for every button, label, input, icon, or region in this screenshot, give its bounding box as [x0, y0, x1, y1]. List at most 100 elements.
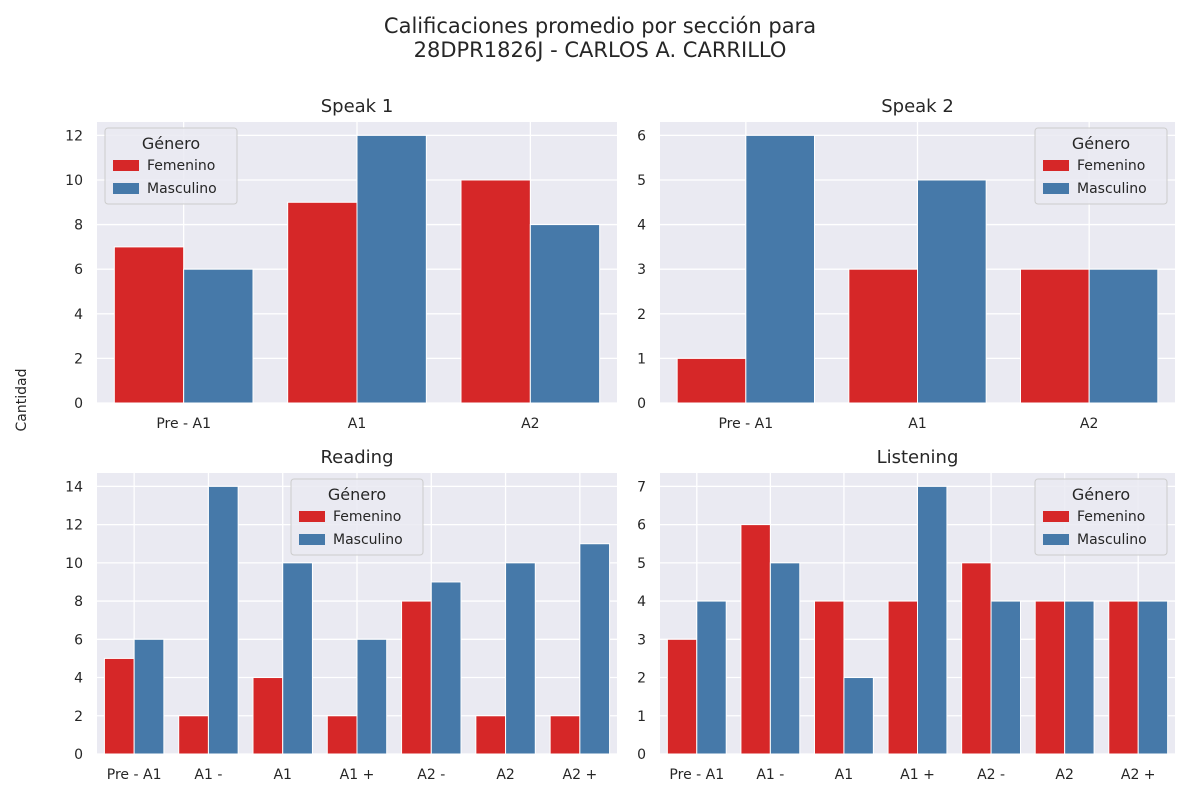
bar-masculino-a1	[282, 562, 313, 755]
bar-femenino-a1	[740, 524, 771, 755]
bar-masculino-a1	[356, 638, 388, 755]
bar-masculino-a1	[356, 134, 427, 404]
x-tick-label: Pre - A1	[156, 416, 211, 432]
legend-label-femenino: Femenino	[1077, 158, 1145, 174]
legend-swatch-masculino	[113, 183, 139, 194]
legend: Género Femenino Masculino	[290, 478, 424, 556]
bar-femenino-a1	[887, 600, 918, 755]
bar-masculino-a1	[917, 179, 987, 404]
x-tick-label: A2	[1055, 767, 1073, 783]
legend-swatch-masculino	[299, 534, 325, 545]
y-tick-label: 6	[637, 128, 646, 144]
y-tick-label: 0	[74, 396, 83, 412]
panel-title: Reading	[320, 447, 393, 468]
bar-femenino-pre-a1	[676, 357, 747, 404]
legend: Género Femenino Masculino	[104, 127, 238, 205]
y-tick-label: 0	[637, 396, 646, 412]
y-tick-label: 10	[65, 556, 83, 572]
y-tick-label: 4	[74, 671, 83, 687]
x-tick-label: A1 -	[194, 767, 222, 783]
x-tick-label: A1	[908, 416, 926, 432]
y-tick-label: 2	[637, 307, 646, 323]
bar-masculino-a1	[843, 677, 874, 755]
x-tick-label: Pre - A1	[718, 416, 773, 432]
panel-reading: 0 2 4 6 8 10 12 14 Pre - A1 A1 - A1 A1 + A2 - A2 A2 + R…	[65, 447, 617, 783]
legend-label-femenino: Femenino	[1077, 509, 1145, 525]
panel-listening: 0 1 2 3 4 5 6 7 Pre - A1 A1 - A1 A1 + A2 - A2 A2 + List…	[637, 447, 1175, 783]
bar-femenino-pre-a1	[666, 638, 698, 755]
legend: Género Femenino Masculino	[1034, 127, 1168, 205]
panel-speak-1: 0 2 4 6 8 10 12 Pre - A1 A1 A2 Speak 1 Género Femeni…	[65, 96, 617, 432]
legend-title: Género	[1072, 134, 1130, 153]
y-tick-label: 2	[74, 709, 83, 725]
y-tick-label: 3	[637, 262, 646, 278]
legend-swatch-femenino	[1043, 511, 1069, 522]
bar-masculino-pre-a1	[133, 638, 165, 755]
y-tick-label: 10	[65, 173, 83, 189]
panel-title: Speak 2	[881, 96, 954, 117]
bar-femenino-a2	[401, 600, 432, 755]
legend-title: Género	[142, 134, 200, 153]
legend-label-femenino: Femenino	[147, 158, 215, 174]
x-tick-label: A1	[348, 416, 366, 432]
bar-femenino-pre-a1	[103, 657, 135, 755]
x-tick-label: A2	[521, 416, 539, 432]
y-tick-label: 4	[637, 218, 646, 234]
bar-femenino-a1	[178, 715, 209, 755]
x-tick-label: A2 +	[563, 767, 598, 783]
panel-title: Listening	[877, 447, 959, 468]
figure-title: Calificaciones promedio por sección para…	[0, 14, 1200, 62]
y-tick-label: 6	[74, 632, 83, 648]
bar-femenino-a2	[460, 179, 531, 404]
panel-speak-2: 0 1 2 3 4 5 6 Pre - A1 A1 A2 Speak 2 Género Femenino…	[637, 96, 1175, 432]
bar-masculino-a2	[990, 600, 1021, 755]
bar-femenino-pre-a1	[113, 246, 185, 404]
y-tick-label: 5	[637, 556, 646, 572]
figure-title-line-2: 28DPR1826J - CARLOS A. CARRILLO	[413, 38, 787, 62]
bar-masculino-a2	[1064, 600, 1095, 755]
legend-swatch-femenino	[299, 511, 325, 522]
x-tick-label: A1 +	[900, 767, 935, 783]
bar-femenino-a2	[475, 715, 507, 755]
y-tick-label: 5	[637, 173, 646, 189]
bar-masculino-a2	[1137, 600, 1169, 755]
bar-masculino-a1	[207, 485, 239, 755]
y-tick-label: 12	[65, 128, 83, 144]
y-tick-label: 6	[637, 518, 646, 534]
x-tick-label: A2	[1080, 416, 1098, 432]
x-tick-label: A2	[496, 767, 514, 783]
bar-femenino-a2	[549, 715, 581, 755]
x-tick-label: A2 +	[1121, 767, 1156, 783]
bar-masculino-a1	[917, 485, 948, 755]
legend-label-masculino: Masculino	[147, 181, 217, 197]
legend-swatch-masculino	[1043, 183, 1069, 194]
legend-swatch-femenino	[113, 160, 139, 171]
legend-label-femenino: Femenino	[333, 509, 401, 525]
x-tick-label: Pre - A1	[669, 767, 724, 783]
y-tick-label: 7	[637, 479, 646, 495]
legend: Género Femenino Masculino	[1034, 478, 1168, 556]
bar-femenino-a2	[961, 562, 992, 755]
bar-masculino-a2	[430, 581, 462, 755]
y-tick-label: 3	[637, 632, 646, 648]
bar-masculino-pre-a1	[696, 600, 727, 755]
bar-masculino-a2	[579, 543, 611, 755]
y-tick-label: 6	[74, 262, 83, 278]
bar-femenino-a2	[1108, 600, 1139, 755]
legend-label-masculino: Masculino	[1077, 181, 1147, 197]
bar-femenino-a1	[814, 600, 845, 755]
x-tick-label: A1 +	[340, 767, 375, 783]
bar-masculino-pre-a1	[183, 268, 254, 404]
bar-masculino-a2	[529, 224, 601, 404]
bar-masculino-a2	[505, 562, 536, 755]
y-tick-label: 8	[74, 594, 83, 610]
bar-femenino-a1	[252, 677, 284, 755]
legend-swatch-masculino	[1043, 534, 1069, 545]
legend-label-masculino: Masculino	[1077, 532, 1147, 548]
bar-femenino-a2	[1020, 268, 1090, 404]
y-tick-label: 1	[637, 709, 646, 725]
x-tick-label: A1	[273, 767, 291, 783]
panel-title: Speak 1	[321, 96, 394, 117]
y-tick-label: 2	[74, 351, 83, 367]
